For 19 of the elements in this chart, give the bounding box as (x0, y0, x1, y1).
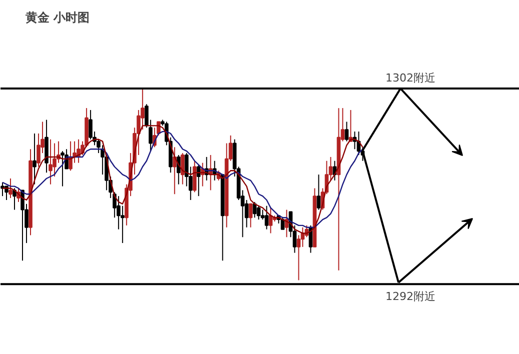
candlestick (344, 121, 349, 142)
candlestick (196, 164, 201, 197)
candlestick (264, 205, 269, 230)
candlestick (180, 152, 185, 185)
candlestick (176, 154, 181, 185)
ref-line-label: 1302附近 (386, 72, 436, 85)
ref-line-label: 1292附近 (386, 290, 436, 304)
candlestick (256, 205, 261, 220)
candlestick (20, 190, 24, 262)
candlestick (48, 138, 52, 185)
candlestick (192, 160, 197, 193)
text: 黄金 小时图 (24, 10, 90, 24)
candlestick (252, 201, 257, 218)
candlestick (172, 146, 176, 195)
candlestick (248, 203, 253, 228)
candlestick (60, 150, 64, 187)
candlestick (32, 132, 36, 185)
candlestick (316, 174, 321, 210)
candlestick (8, 178, 12, 199)
